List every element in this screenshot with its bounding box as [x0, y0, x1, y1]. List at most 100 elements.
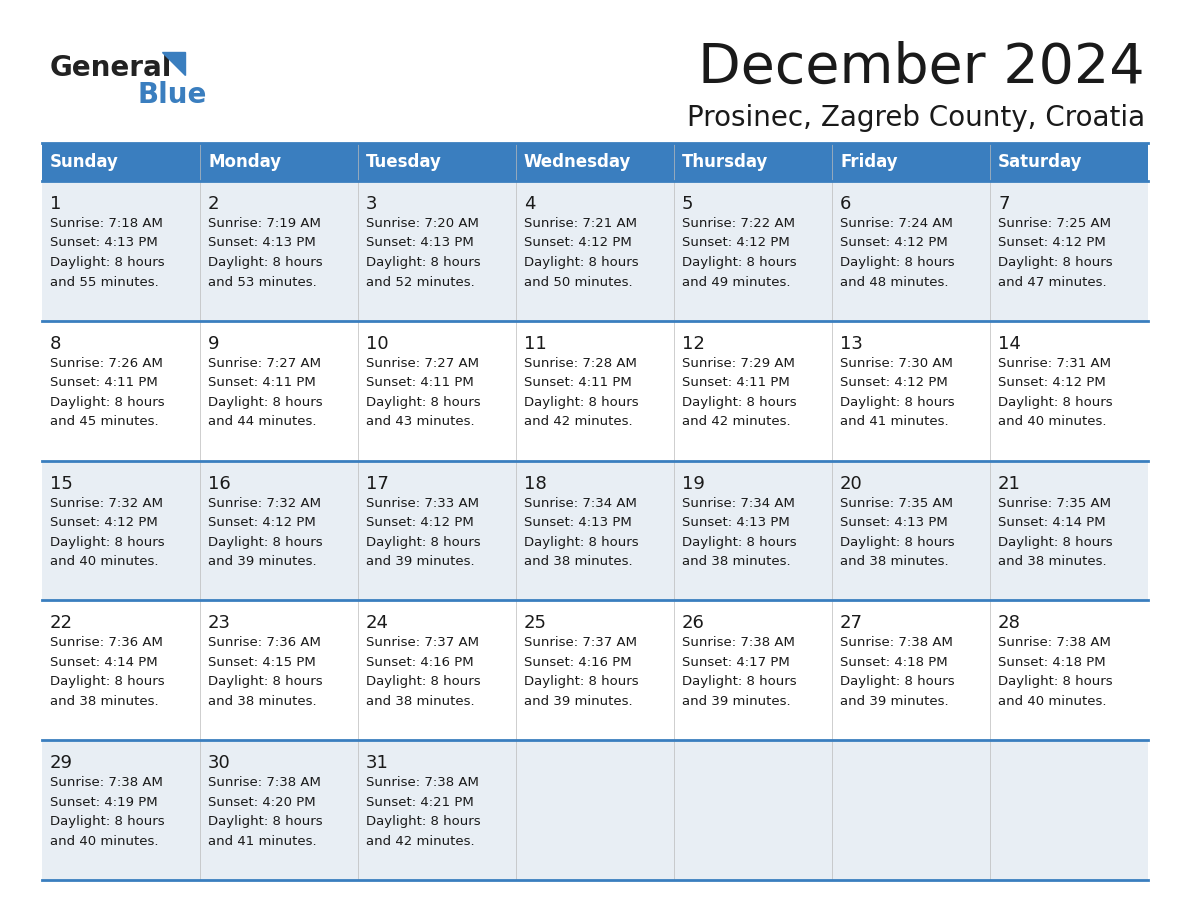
Text: Sunrise: 7:30 AM: Sunrise: 7:30 AM: [840, 357, 953, 370]
Text: Thursday: Thursday: [682, 153, 769, 171]
Text: and 47 minutes.: and 47 minutes.: [998, 275, 1107, 288]
Text: Sunset: 4:14 PM: Sunset: 4:14 PM: [998, 516, 1106, 529]
Text: Sunrise: 7:38 AM: Sunrise: 7:38 AM: [682, 636, 795, 649]
Text: Sunrise: 7:33 AM: Sunrise: 7:33 AM: [366, 497, 479, 509]
Text: Sunset: 4:16 PM: Sunset: 4:16 PM: [524, 655, 632, 669]
Text: Sunset: 4:16 PM: Sunset: 4:16 PM: [366, 655, 474, 669]
Text: 23: 23: [208, 614, 230, 633]
Text: Daylight: 8 hours: Daylight: 8 hours: [50, 535, 165, 549]
Text: and 38 minutes.: and 38 minutes.: [682, 555, 791, 568]
Text: Sunrise: 7:27 AM: Sunrise: 7:27 AM: [366, 357, 479, 370]
Text: Sunset: 4:11 PM: Sunset: 4:11 PM: [524, 376, 632, 389]
Text: Sunrise: 7:28 AM: Sunrise: 7:28 AM: [524, 357, 637, 370]
Text: Sunset: 4:14 PM: Sunset: 4:14 PM: [50, 655, 158, 669]
Text: Sunset: 4:13 PM: Sunset: 4:13 PM: [50, 237, 158, 250]
Text: Sunset: 4:11 PM: Sunset: 4:11 PM: [50, 376, 158, 389]
Text: 31: 31: [366, 755, 388, 772]
Text: Sunrise: 7:29 AM: Sunrise: 7:29 AM: [682, 357, 795, 370]
Text: Daylight: 8 hours: Daylight: 8 hours: [998, 396, 1113, 409]
Text: Daylight: 8 hours: Daylight: 8 hours: [50, 815, 165, 828]
Text: Daylight: 8 hours: Daylight: 8 hours: [682, 396, 797, 409]
Text: Daylight: 8 hours: Daylight: 8 hours: [840, 535, 955, 549]
Text: and 52 minutes.: and 52 minutes.: [366, 275, 475, 288]
Text: Sunrise: 7:19 AM: Sunrise: 7:19 AM: [208, 217, 321, 230]
Text: Sunset: 4:17 PM: Sunset: 4:17 PM: [682, 655, 790, 669]
Text: and 53 minutes.: and 53 minutes.: [208, 275, 317, 288]
Text: 25: 25: [524, 614, 546, 633]
Text: 12: 12: [682, 335, 704, 353]
Text: Daylight: 8 hours: Daylight: 8 hours: [840, 256, 955, 269]
Text: Daylight: 8 hours: Daylight: 8 hours: [208, 396, 323, 409]
Text: 14: 14: [998, 335, 1020, 353]
Text: 30: 30: [208, 755, 230, 772]
Text: Sunset: 4:12 PM: Sunset: 4:12 PM: [524, 237, 632, 250]
Text: Sunrise: 7:22 AM: Sunrise: 7:22 AM: [682, 217, 795, 230]
Text: and 40 minutes.: and 40 minutes.: [50, 834, 158, 847]
Text: and 39 minutes.: and 39 minutes.: [682, 695, 791, 708]
Text: Tuesday: Tuesday: [366, 153, 442, 171]
Text: 1: 1: [50, 195, 62, 213]
Polygon shape: [162, 52, 185, 75]
Text: and 39 minutes.: and 39 minutes.: [208, 555, 317, 568]
Text: 3: 3: [366, 195, 378, 213]
Text: Sunset: 4:11 PM: Sunset: 4:11 PM: [208, 376, 316, 389]
Text: Daylight: 8 hours: Daylight: 8 hours: [998, 256, 1113, 269]
Text: Daylight: 8 hours: Daylight: 8 hours: [682, 256, 797, 269]
Text: Daylight: 8 hours: Daylight: 8 hours: [840, 396, 955, 409]
Text: and 39 minutes.: and 39 minutes.: [840, 695, 949, 708]
Text: Daylight: 8 hours: Daylight: 8 hours: [682, 535, 797, 549]
Text: 2: 2: [208, 195, 220, 213]
Text: Sunrise: 7:21 AM: Sunrise: 7:21 AM: [524, 217, 637, 230]
Text: and 38 minutes.: and 38 minutes.: [840, 555, 949, 568]
Text: Sunset: 4:15 PM: Sunset: 4:15 PM: [208, 655, 316, 669]
Text: Sunset: 4:12 PM: Sunset: 4:12 PM: [682, 237, 790, 250]
Bar: [42, 143, 1148, 181]
Text: and 38 minutes.: and 38 minutes.: [524, 555, 633, 568]
Text: 20: 20: [840, 475, 862, 493]
Text: 28: 28: [998, 614, 1020, 633]
Text: Sunrise: 7:26 AM: Sunrise: 7:26 AM: [50, 357, 163, 370]
Text: Sunset: 4:12 PM: Sunset: 4:12 PM: [366, 516, 474, 529]
Text: Sunrise: 7:34 AM: Sunrise: 7:34 AM: [524, 497, 637, 509]
Text: 18: 18: [524, 475, 546, 493]
Text: Daylight: 8 hours: Daylight: 8 hours: [366, 535, 481, 549]
Text: 29: 29: [50, 755, 72, 772]
Text: Sunset: 4:12 PM: Sunset: 4:12 PM: [840, 237, 948, 250]
Bar: [42, 181, 1148, 320]
Text: and 55 minutes.: and 55 minutes.: [50, 275, 159, 288]
Text: Daylight: 8 hours: Daylight: 8 hours: [682, 676, 797, 688]
Text: Daylight: 8 hours: Daylight: 8 hours: [208, 676, 323, 688]
Text: and 41 minutes.: and 41 minutes.: [208, 834, 317, 847]
Text: Daylight: 8 hours: Daylight: 8 hours: [366, 676, 481, 688]
Text: Sunrise: 7:38 AM: Sunrise: 7:38 AM: [50, 777, 163, 789]
Text: Daylight: 8 hours: Daylight: 8 hours: [208, 535, 323, 549]
Text: and 41 minutes.: and 41 minutes.: [840, 415, 949, 429]
Text: Sunrise: 7:37 AM: Sunrise: 7:37 AM: [366, 636, 479, 649]
Text: and 50 minutes.: and 50 minutes.: [524, 275, 633, 288]
Text: Sunrise: 7:35 AM: Sunrise: 7:35 AM: [840, 497, 953, 509]
Text: and 48 minutes.: and 48 minutes.: [840, 275, 948, 288]
Text: and 43 minutes.: and 43 minutes.: [366, 415, 475, 429]
Text: 26: 26: [682, 614, 704, 633]
Text: Sunrise: 7:37 AM: Sunrise: 7:37 AM: [524, 636, 637, 649]
Text: 27: 27: [840, 614, 862, 633]
Text: Sunrise: 7:38 AM: Sunrise: 7:38 AM: [366, 777, 479, 789]
Text: 10: 10: [366, 335, 388, 353]
Text: Sunset: 4:13 PM: Sunset: 4:13 PM: [682, 516, 790, 529]
Text: Sunrise: 7:24 AM: Sunrise: 7:24 AM: [840, 217, 953, 230]
Text: Daylight: 8 hours: Daylight: 8 hours: [840, 676, 955, 688]
Text: Sunrise: 7:32 AM: Sunrise: 7:32 AM: [208, 497, 321, 509]
Text: 13: 13: [840, 335, 862, 353]
Text: Sunrise: 7:38 AM: Sunrise: 7:38 AM: [840, 636, 953, 649]
Text: and 42 minutes.: and 42 minutes.: [682, 415, 791, 429]
Bar: [42, 600, 1148, 740]
Text: Sunset: 4:13 PM: Sunset: 4:13 PM: [208, 237, 316, 250]
Text: Daylight: 8 hours: Daylight: 8 hours: [366, 256, 481, 269]
Text: 16: 16: [208, 475, 230, 493]
Text: Monday: Monday: [208, 153, 282, 171]
Text: Daylight: 8 hours: Daylight: 8 hours: [366, 396, 481, 409]
Text: Friday: Friday: [840, 153, 898, 171]
Text: Sunday: Sunday: [50, 153, 119, 171]
Text: Sunset: 4:12 PM: Sunset: 4:12 PM: [840, 376, 948, 389]
Text: Sunrise: 7:38 AM: Sunrise: 7:38 AM: [998, 636, 1111, 649]
